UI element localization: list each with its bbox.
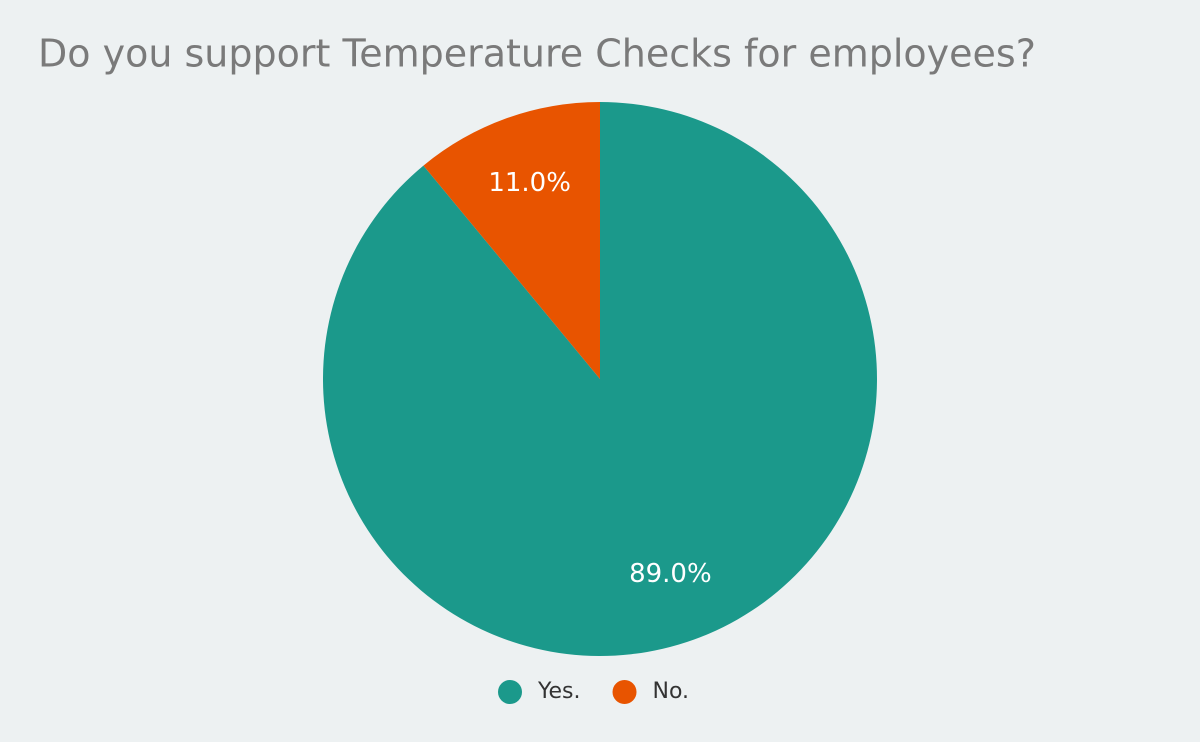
pie-slice	[423, 102, 600, 379]
data-label: 89.0%	[629, 559, 712, 589]
data-label: 11.0%	[488, 168, 571, 198]
legend-marker	[498, 680, 522, 704]
legend-label: No.	[653, 679, 690, 704]
legend-label: Yes.	[537, 679, 581, 704]
chart-title: Do you support Temperature Checks for em…	[38, 32, 1036, 76]
pie-slice	[323, 102, 877, 657]
legend-marker	[612, 680, 637, 704]
